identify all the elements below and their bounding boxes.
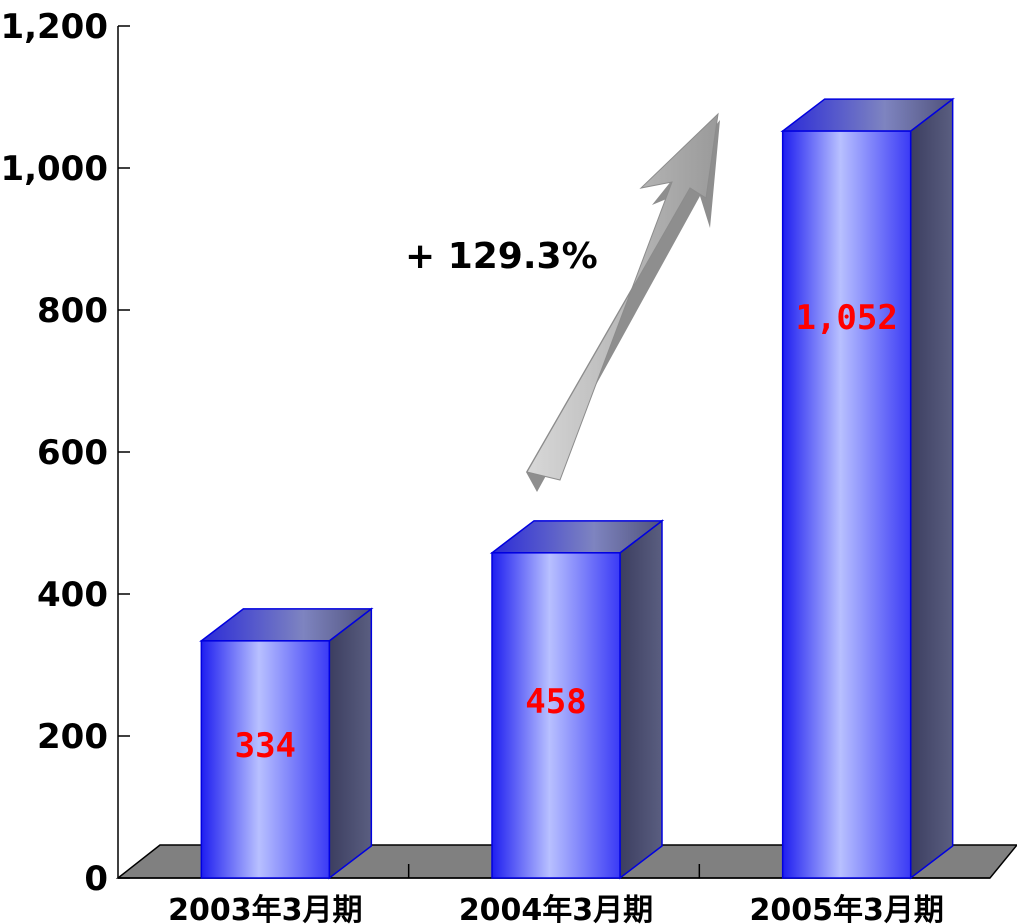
- y-tick-label: 1,000: [0, 149, 108, 189]
- x-category-label: 2004年3月期: [459, 893, 653, 924]
- y-tick-label: 0: [84, 859, 108, 899]
- x-category-label: 2003年3月期: [168, 893, 362, 924]
- bar-side-face: [909, 97, 954, 880]
- data-labels-group: 334 458 1,052: [235, 298, 898, 766]
- y-tick-label: 600: [37, 433, 108, 473]
- data-label: 1,052: [795, 298, 897, 338]
- bar: [781, 130, 912, 879]
- up-right-arrow-icon: [526, 112, 720, 492]
- data-label: 458: [525, 682, 586, 722]
- bar-side-face: [328, 607, 373, 880]
- x-axis-ticks: 2003年3月期 2004年3月期 2005年3月期: [168, 864, 944, 924]
- bars-group: [199, 97, 955, 880]
- growth-annotation: + 129.3%: [405, 236, 598, 277]
- y-tick-label: 200: [37, 717, 108, 757]
- data-label: 334: [235, 726, 296, 766]
- y-axis-ticks: 0 200 400 600 800 1,000 1,200: [0, 7, 130, 899]
- bar: [491, 552, 621, 879]
- bar-side-face: [619, 519, 663, 880]
- x-category-label: 2005年3月期: [749, 893, 943, 924]
- y-tick-label: 800: [37, 291, 108, 331]
- y-tick-label: 400: [37, 575, 108, 615]
- y-tick-label: 1,200: [0, 7, 108, 47]
- bar: [200, 640, 331, 879]
